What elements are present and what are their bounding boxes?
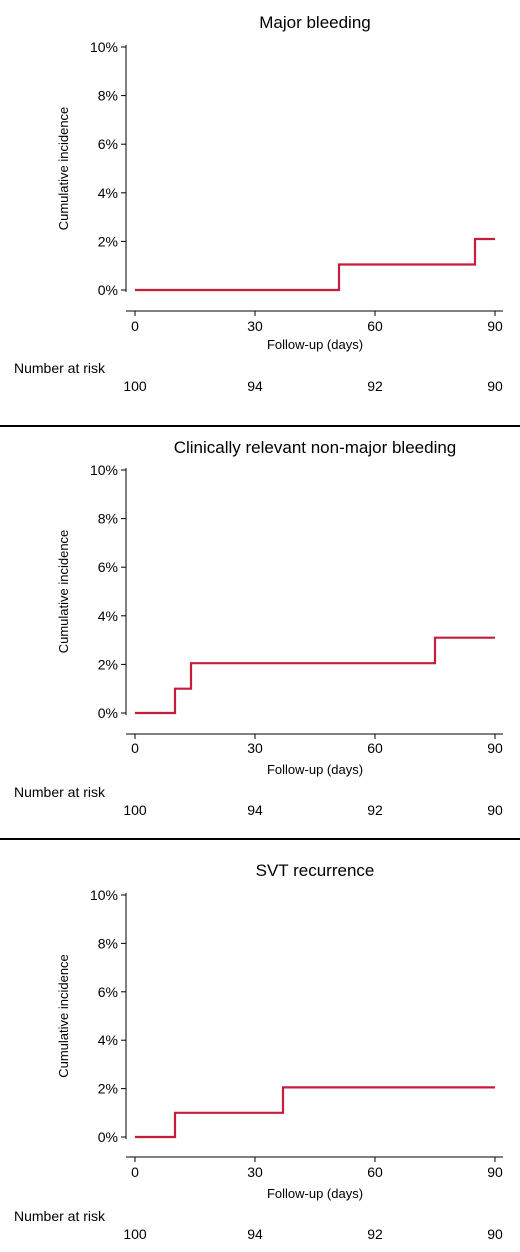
risk-table-value: 100 bbox=[123, 378, 147, 394]
x-axis-label: Follow-up (days) bbox=[267, 762, 363, 777]
risk-table-value: 94 bbox=[247, 378, 263, 394]
x-tick-label: 0 bbox=[131, 740, 139, 756]
risk-table-value: 90 bbox=[487, 1226, 503, 1242]
y-tick-label: 8% bbox=[98, 88, 118, 104]
x-tick-label: 30 bbox=[247, 318, 263, 334]
x-tick-label: 30 bbox=[247, 740, 263, 756]
risk-table-value: 100 bbox=[123, 802, 147, 818]
cumulative-incidence-line bbox=[135, 636, 495, 715]
risk-table-value: 92 bbox=[367, 802, 383, 818]
risk-table-label: Number at risk bbox=[14, 360, 106, 376]
cumulative-incidence-line bbox=[135, 237, 495, 292]
risk-table-value: 94 bbox=[247, 1226, 263, 1242]
y-tick-label: 10% bbox=[90, 462, 118, 478]
y-tick-label: 0% bbox=[98, 282, 118, 298]
chart-title: Major bleeding bbox=[259, 13, 371, 32]
x-tick-label: 60 bbox=[367, 318, 383, 334]
risk-table-value: 92 bbox=[367, 378, 383, 394]
panel-divider bbox=[0, 425, 520, 427]
y-axis-label: Cumulative incidence bbox=[56, 954, 71, 1078]
y-tick-label: 4% bbox=[98, 608, 118, 624]
y-tick-label: 10% bbox=[90, 39, 118, 55]
cumulative-incidence-line bbox=[135, 1086, 495, 1139]
x-tick-label: 30 bbox=[247, 1164, 263, 1180]
y-tick-label: 8% bbox=[98, 511, 118, 527]
chart-title: SVT recurrence bbox=[256, 861, 375, 880]
risk-table-label: Number at risk bbox=[14, 1208, 106, 1224]
y-axis-label: Cumulative incidence bbox=[56, 107, 71, 231]
panel-divider bbox=[0, 838, 520, 840]
x-tick-label: 90 bbox=[487, 740, 503, 756]
y-tick-label: 2% bbox=[98, 656, 118, 672]
risk-table-value: 90 bbox=[487, 802, 503, 818]
x-axis-label: Follow-up (days) bbox=[267, 1186, 363, 1201]
x-tick-label: 60 bbox=[367, 1164, 383, 1180]
y-tick-label: 2% bbox=[98, 233, 118, 249]
risk-table-label: Number at risk bbox=[14, 784, 106, 800]
y-tick-label: 0% bbox=[98, 705, 118, 721]
y-tick-label: 4% bbox=[98, 185, 118, 201]
x-tick-label: 0 bbox=[131, 1164, 139, 1180]
chart-title: Clinically relevant non-major bleeding bbox=[174, 438, 457, 457]
y-tick-label: 6% bbox=[98, 136, 118, 152]
x-tick-label: 90 bbox=[487, 1164, 503, 1180]
y-tick-label: 0% bbox=[98, 1129, 118, 1145]
risk-table-value: 92 bbox=[367, 1226, 383, 1242]
y-tick-label: 4% bbox=[98, 1032, 118, 1048]
y-tick-label: 8% bbox=[98, 935, 118, 951]
risk-table-value: 90 bbox=[487, 378, 503, 394]
x-tick-label: 90 bbox=[487, 318, 503, 334]
risk-table-value: 100 bbox=[123, 1226, 147, 1242]
y-tick-label: 6% bbox=[98, 559, 118, 575]
y-tick-label: 10% bbox=[90, 887, 118, 903]
x-tick-label: 0 bbox=[131, 318, 139, 334]
y-tick-label: 6% bbox=[98, 984, 118, 1000]
risk-table-value: 94 bbox=[247, 802, 263, 818]
y-tick-label: 2% bbox=[98, 1081, 118, 1097]
x-axis-label: Follow-up (days) bbox=[267, 337, 363, 352]
x-tick-label: 60 bbox=[367, 740, 383, 756]
y-axis-label: Cumulative incidence bbox=[56, 530, 71, 654]
